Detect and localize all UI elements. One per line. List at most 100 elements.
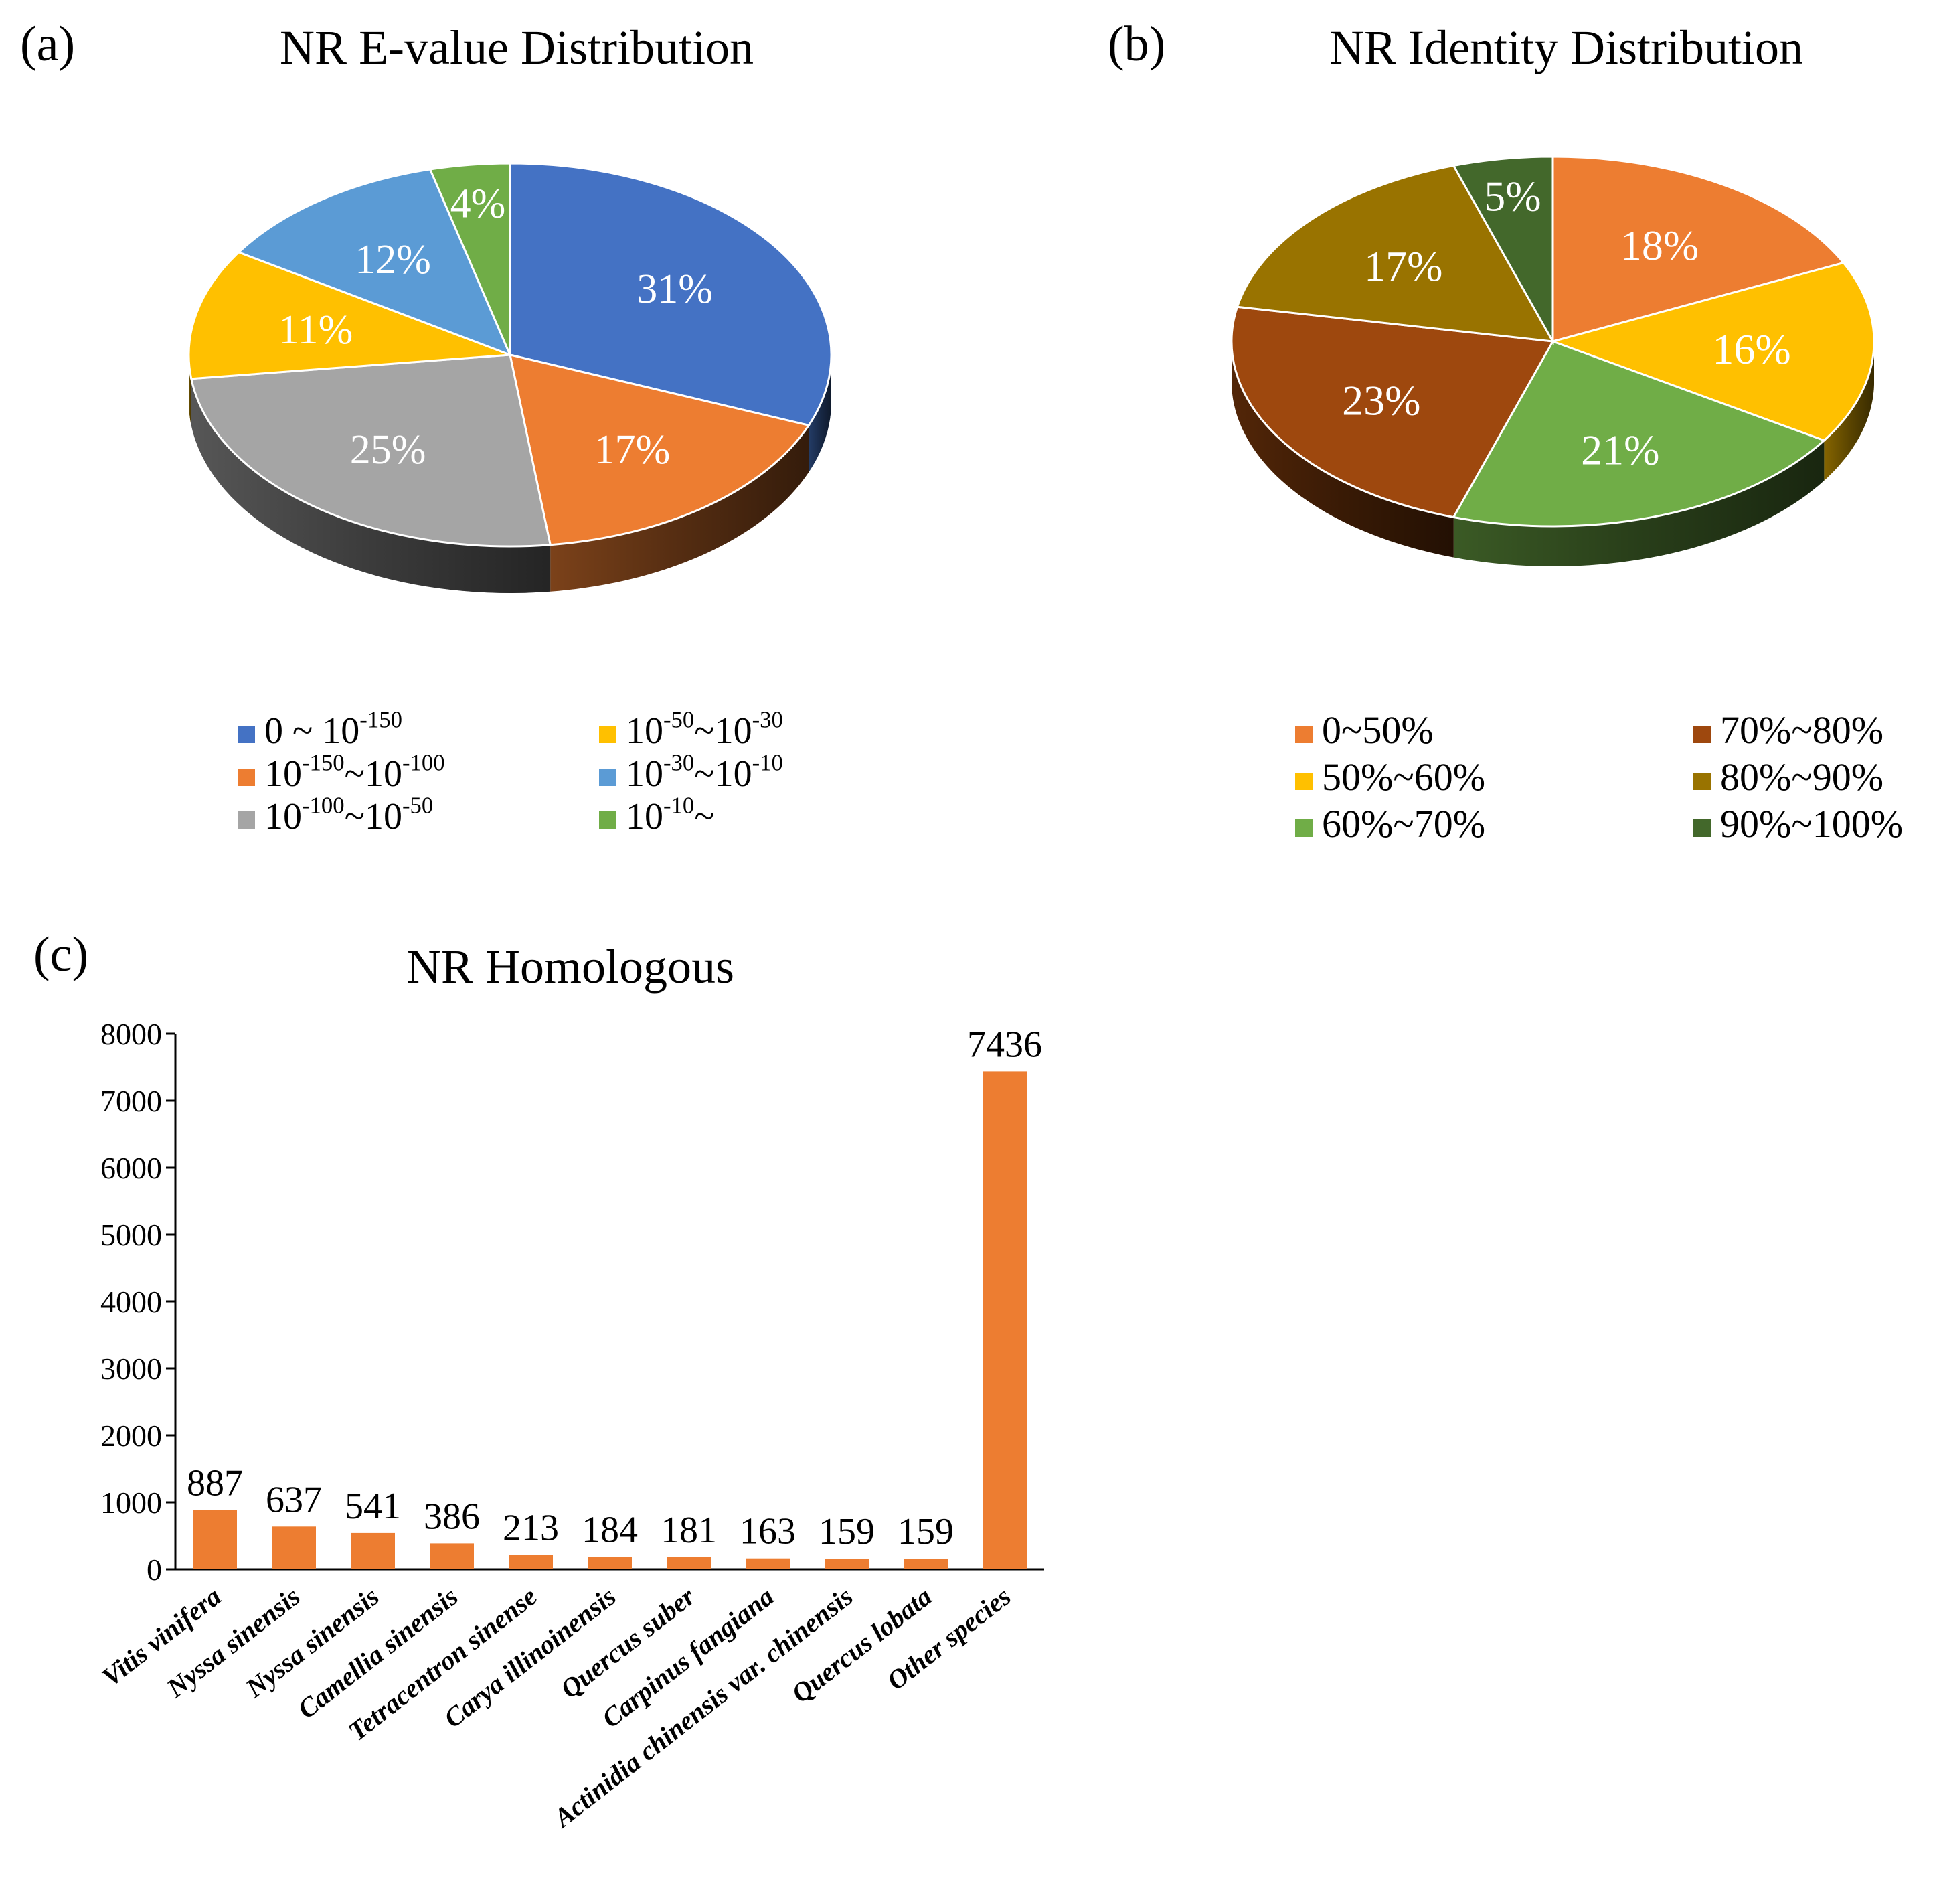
y-tick-label: 4000 xyxy=(100,1285,162,1319)
pie-slice xyxy=(1452,340,1827,528)
legend-label: 10-10~ xyxy=(626,792,715,838)
legend-swatch xyxy=(238,769,255,786)
legend-label: 10-50~10-30 xyxy=(626,706,783,752)
bar-value-label: 213 xyxy=(503,1508,559,1549)
bar xyxy=(983,1071,1027,1569)
legend-swatch xyxy=(1693,773,1711,790)
legend-label: 60%~70% xyxy=(1322,802,1485,846)
legend-item: 10-30~10-10 xyxy=(599,749,783,795)
legend-label: 0~50% xyxy=(1322,708,1434,752)
legend-item: 10-100~10-50 xyxy=(238,792,433,838)
pie-slice xyxy=(189,353,552,548)
bar xyxy=(825,1559,869,1569)
pie-slice-label: 11% xyxy=(278,307,353,353)
identity-legend: 0~50%50%~60%60%~70% 70%~80%80%~90%90%~100… xyxy=(1295,708,1903,846)
category-label: Nyssa sinensis xyxy=(161,1581,306,1704)
legend-label: 10-30~10-10 xyxy=(626,749,783,795)
pie-slice xyxy=(1452,155,1554,345)
legend-item: 0 ~ 10-150 xyxy=(238,706,402,752)
y-tick-label: 6000 xyxy=(100,1151,162,1185)
legend-label: 0 ~ 10-150 xyxy=(264,706,402,752)
legend-label: 90%~100% xyxy=(1720,802,1903,846)
panel-a-label: (a) xyxy=(20,17,75,72)
pie-slice-label: 16% xyxy=(1712,325,1790,373)
legend-label: 10-100~10-50 xyxy=(264,792,433,838)
legend-label: 80%~90% xyxy=(1720,755,1883,799)
y-tick-label: 7000 xyxy=(100,1084,162,1118)
bar-value-label: 181 xyxy=(661,1510,717,1551)
legend-swatch xyxy=(1295,773,1313,790)
bar-value-label: 386 xyxy=(424,1496,480,1537)
legend-swatch xyxy=(599,769,616,786)
pie-side-shading xyxy=(809,355,831,473)
y-tick-label: 2000 xyxy=(100,1419,162,1453)
legend-label: 50%~60% xyxy=(1322,755,1485,799)
bar-value-label: 541 xyxy=(345,1486,401,1527)
legend-swatch xyxy=(1295,726,1313,743)
bar xyxy=(351,1532,395,1569)
bar-value-label: 184 xyxy=(582,1510,638,1551)
bar-value-label: 163 xyxy=(740,1511,796,1553)
pie-slice xyxy=(236,168,512,357)
pie-slice-label: 18% xyxy=(1620,222,1699,269)
homologous-bar-chart: 010002000300040005000600070008000887Viti… xyxy=(96,1017,1044,1834)
pie-slice-label: 12% xyxy=(355,237,431,283)
bar-value-label: 637 xyxy=(266,1479,322,1520)
bar xyxy=(509,1555,553,1569)
pie-side-shading xyxy=(1232,341,1454,558)
identity-pie-panel: (b) NR Identity Distribution 18% 16% 21% 23… xyxy=(1108,17,1903,846)
legend-item: 10-50~10-30 xyxy=(599,706,783,752)
pie-slice xyxy=(428,162,511,355)
y-tick-label: 5000 xyxy=(100,1218,162,1252)
pie-slice-label: 21% xyxy=(1581,426,1659,473)
pie-slice-label: 23% xyxy=(1342,377,1420,424)
pie-slice xyxy=(1549,261,1875,442)
bar xyxy=(667,1557,711,1569)
pie-side-wall xyxy=(189,355,831,593)
bar-value-label: 887 xyxy=(187,1462,243,1504)
evalue-pie: 31% 17% 25% 11%12% 4% xyxy=(187,162,833,593)
pie-slice xyxy=(1551,155,1845,343)
pie-side-wall xyxy=(1232,341,1874,566)
pie-slice xyxy=(509,353,811,546)
legend-item: 10-10~ xyxy=(599,792,715,838)
pie-slice-label: 31% xyxy=(637,266,713,312)
legend-item: 50%~60% xyxy=(1295,755,1485,799)
identity-pie-title: NR Identity Distribution xyxy=(1329,21,1803,74)
panel-c-label: (c) xyxy=(33,927,88,982)
legend-item: 70%~80% xyxy=(1693,708,1883,752)
legend-swatch xyxy=(238,726,255,743)
bar xyxy=(904,1559,948,1569)
category-label: Quercus lobata xyxy=(786,1581,937,1709)
legend-label: 70%~80% xyxy=(1720,708,1883,752)
bar-value-label: 7436 xyxy=(967,1024,1042,1065)
legend-item: 80%~90% xyxy=(1693,755,1883,799)
homologous-bar-panel: (c) NR Homologous 0 1000 2000 3000 4000 5000 6… xyxy=(33,927,1044,1834)
pie-slice xyxy=(1230,305,1555,519)
pie-slice-label: 17% xyxy=(594,427,671,473)
pie-slice-label: 4% xyxy=(450,181,506,227)
pie-slice-label: 17% xyxy=(1364,242,1442,290)
panel-b-label: (b) xyxy=(1108,17,1165,72)
pie-slice-label: 5% xyxy=(1484,172,1541,220)
homologous-bar-title: NR Homologous xyxy=(406,940,734,994)
pie-slice-label: 25% xyxy=(350,427,426,473)
legend-swatch xyxy=(238,811,255,829)
pie-slice xyxy=(509,162,833,426)
pie-side-shading xyxy=(191,378,551,593)
legend-label: 10-150~10-100 xyxy=(264,749,445,795)
pie-side-shading xyxy=(550,425,809,592)
legend-swatch xyxy=(1693,819,1711,837)
legend-item: 0~50% xyxy=(1295,708,1434,752)
pie-side-shading xyxy=(1453,440,1825,566)
y-tick-label: 1000 xyxy=(100,1486,162,1520)
bar-value-label: 159 xyxy=(898,1511,954,1553)
bar xyxy=(272,1526,316,1569)
legend-swatch xyxy=(1295,819,1313,837)
legend-swatch xyxy=(599,811,616,829)
legend-swatch xyxy=(599,726,616,743)
evalue-pie-panel: (a) NR E-value Distribution 31% 17% 25% 11%… xyxy=(20,17,833,838)
bar xyxy=(193,1510,237,1569)
